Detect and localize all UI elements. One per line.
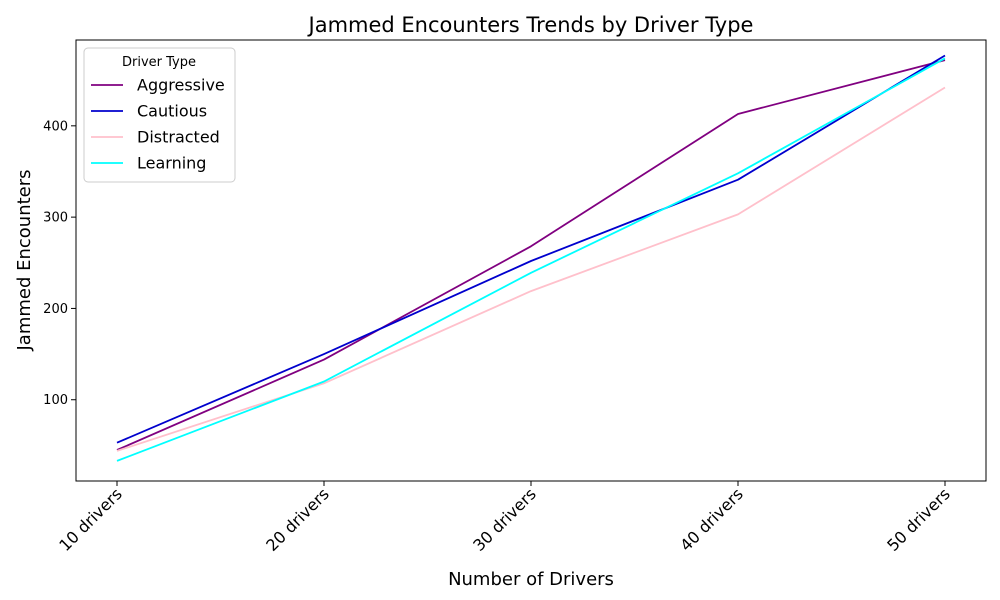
x-tick-label: 30 drivers [469, 484, 540, 555]
legend-frame [83, 47, 236, 183]
legend-label-aggressive: Aggressive [137, 76, 225, 95]
legend-title: Driver Type [122, 55, 196, 70]
series-line-cautious [116, 54, 946, 444]
plot-lines [116, 54, 946, 462]
legend: Driver Type Aggressive Cautious Distracted… [83, 47, 236, 183]
legend-items: Aggressive Cautious Distracted Learning [91, 76, 225, 173]
x-axis-ticks: 10 drivers 20 drivers 30 drivers 40 drivers… [55, 481, 954, 555]
x-tick-label: 10 drivers [55, 484, 126, 555]
x-axis-label: Number of Drivers [448, 569, 614, 590]
y-axis-ticks: 100 200 300 400 [43, 119, 76, 408]
y-tick-label: 400 [43, 119, 68, 134]
x-tick-label: 50 drivers [883, 484, 954, 555]
x-tick-label: 40 drivers [676, 484, 747, 555]
y-tick-label: 300 [43, 211, 68, 226]
legend-label-distracted: Distracted [137, 128, 220, 147]
series-line-learning [116, 57, 946, 462]
legend-label-cautious: Cautious [137, 102, 207, 121]
y-axis-label: Jammed Encounters [14, 169, 35, 351]
legend-label-learning: Learning [137, 154, 206, 173]
x-tick-label: 20 drivers [262, 484, 333, 555]
y-tick-label: 100 [43, 393, 68, 408]
y-tick-label: 200 [43, 302, 68, 317]
series-line-distracted [116, 86, 946, 452]
series-line-aggressive [116, 59, 946, 451]
chart-title: Jammed Encounters Trends by Driver Type [307, 13, 754, 37]
